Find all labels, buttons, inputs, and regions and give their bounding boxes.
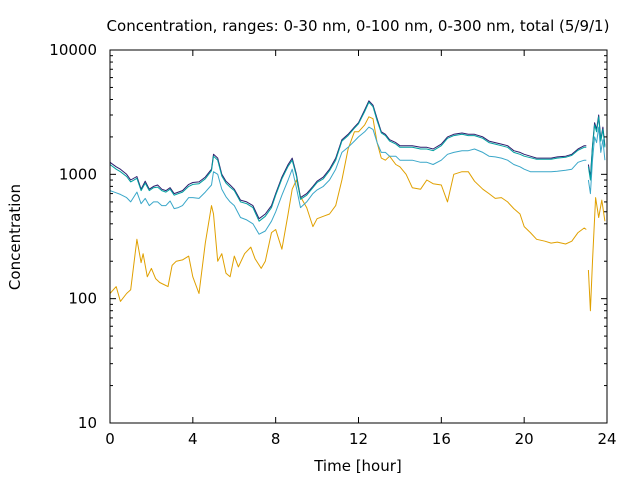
x-tick-label: 20 [515,430,534,448]
series-1-line-segment-1 [109,116,587,302]
y-tick-label: 1000 [59,165,97,183]
series-2-line-segment-2 [587,126,606,195]
series-4-line-segment-1 [109,101,587,222]
x-tick-label: 24 [597,430,616,448]
x-tick-label: 0 [105,430,115,448]
plot-series [109,100,606,312]
x-tick-label: 4 [188,430,198,448]
plot-frame [109,49,608,424]
y-axis: 10 100 1000 10000 [49,41,607,432]
x-axis-label: Time [hour] [313,457,402,475]
x-tick-label: 8 [271,430,281,448]
y-tick-label: 10000 [49,41,97,59]
series-3-line-segment-1 [109,100,587,220]
x-axis: 0 4 8 12 16 20 24 [105,50,617,448]
series-4-line-segment-2 [587,116,606,181]
x-tick-label: 12 [349,430,368,448]
series-2-line-segment-1 [109,126,587,235]
x-tick-label: 16 [432,430,451,448]
chart-title: Concentration, ranges: 0-30 nm, 0-100 nm… [107,17,610,35]
y-tick-label: 100 [68,290,97,308]
y-axis-label: Concentration [6,184,24,290]
series-1-line-segment-2 [587,197,606,312]
y-tick-label: 10 [78,414,97,432]
